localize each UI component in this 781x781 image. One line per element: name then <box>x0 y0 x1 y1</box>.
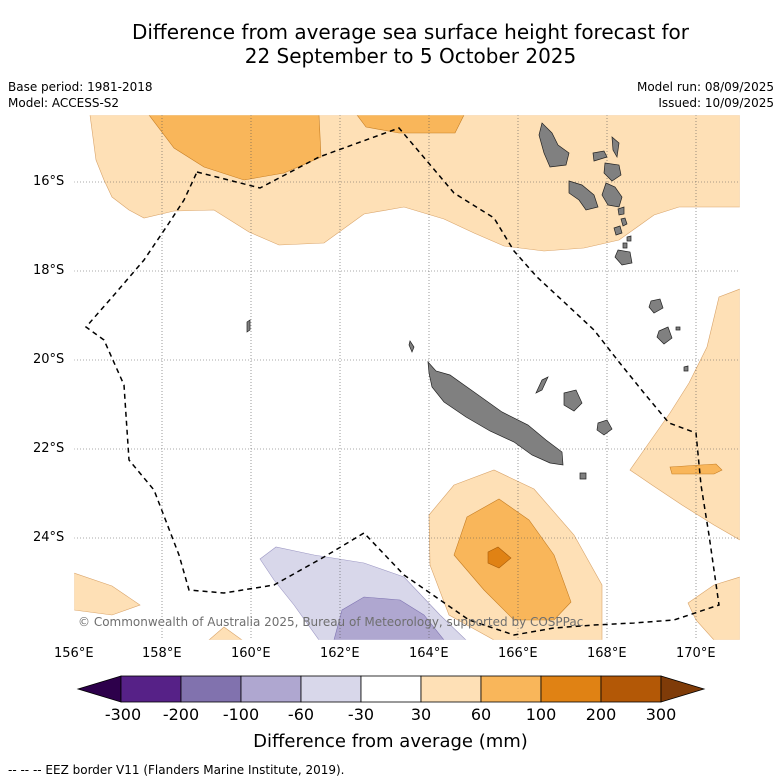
colorbar-tick-neg300: -300 <box>104 705 142 724</box>
lon-label-166e: 166°E <box>498 646 538 661</box>
meta-right: Model run: 08/09/2025 Issued: 10/09/2025 <box>637 79 774 111</box>
loyalty-island-ouvea <box>535 376 549 394</box>
issued-text: Issued: 10/09/2025 <box>658 96 774 110</box>
colorbar-cell <box>600 675 662 703</box>
colorbar-cell <box>480 675 542 703</box>
lon-label-158e: 158°E <box>142 646 182 661</box>
colorbar-tick-100: 100 <box>525 705 557 724</box>
colorbar-cell <box>180 675 242 703</box>
vanuatu-shepherd-islands <box>626 235 632 242</box>
colorbar-tick-neg30: -30 <box>347 705 375 724</box>
lat-label-18s: 18°S <box>33 263 65 278</box>
colorbar-cell <box>360 675 422 703</box>
vanuatu-erromango <box>620 217 628 227</box>
new-caledonia-grande-terre <box>427 360 564 466</box>
title-line-2: 22 September to 5 October 2025 <box>244 44 577 68</box>
anomaly-60-100-north-a <box>148 115 322 181</box>
colorbar-cell <box>540 675 602 703</box>
lon-label-160e: 160°E <box>231 646 271 661</box>
copyright-notice: © Commonwealth of Australia 2025, Bureau… <box>78 615 584 629</box>
colorbar-tick-60: 60 <box>470 705 492 724</box>
matthew-island-a <box>648 298 664 314</box>
colorbar-title: Difference from average (mm) <box>253 731 528 752</box>
colorbar-tick-30: 30 <box>410 705 432 724</box>
hunter-island <box>683 365 689 372</box>
loyalty-island-lifou <box>563 389 583 412</box>
lat-label-20s: 20°S <box>33 352 65 367</box>
eez-border-line <box>84 127 720 636</box>
small-islet-east <box>675 326 681 331</box>
colorbar-tick-neg200: -200 <box>162 705 200 724</box>
negative-anomaly-fills <box>259 546 467 640</box>
vanuatu-espiritu-santo <box>538 122 570 168</box>
isle-of-pines <box>579 472 587 480</box>
title-line-1: Difference from average sea surface heig… <box>131 20 690 44</box>
loyalty-island-mare <box>596 419 613 436</box>
vanuatu-ambrym <box>601 182 623 208</box>
lon-label-162e: 162°E <box>320 646 360 661</box>
anomaly-60-100-north-b <box>356 115 465 134</box>
vanuatu-efate <box>613 225 623 236</box>
colorbar-under-arrow <box>76 675 122 703</box>
meta-left: Base period: 1981-2018 Model: ACCESS-S2 <box>8 79 153 111</box>
positive-anomaly-fills <box>74 115 740 640</box>
belep-islands <box>408 340 415 353</box>
base-period-text: Base period: 1981-2018 <box>8 80 153 94</box>
chesterfield-islet <box>246 319 251 333</box>
anomaly-30-60-southwest <box>74 572 141 616</box>
colorbar-cell <box>120 675 182 703</box>
lat-label-22s: 22°S <box>33 441 65 456</box>
page-title: Difference from average sea surface heig… <box>0 20 781 68</box>
colorbar <box>76 675 706 703</box>
vanuatu-epi <box>617 206 625 216</box>
colorbar-over-arrow <box>660 675 706 703</box>
anomaly-60-100-south <box>453 498 572 621</box>
lat-label-16s: 16°S <box>33 174 65 189</box>
map-panel <box>74 115 740 640</box>
colorbar-cell <box>420 675 482 703</box>
anomaly-30-60-east <box>629 288 740 541</box>
eez-legend-footer: -- -- -- EEZ border V11 (Flanders Marine… <box>8 763 345 777</box>
colorbar-cell <box>300 675 362 703</box>
vanuatu-malo <box>592 150 608 162</box>
vanuatu-pentecost <box>603 162 622 182</box>
colorbar-tick-neg100: -100 <box>222 705 260 724</box>
lon-label-170e: 170°E <box>676 646 716 661</box>
colorbar-tick-300: 300 <box>645 705 677 724</box>
anomaly-100-200-south <box>487 546 512 569</box>
matthew-island-b <box>656 326 673 345</box>
vanuatu-aneityum <box>622 242 628 249</box>
vanuatu-malekula <box>568 180 599 211</box>
model-text: Model: ACCESS-S2 <box>8 96 120 110</box>
colorbar-cells <box>120 675 662 703</box>
anomaly-30-60-south-small <box>208 626 243 640</box>
colorbar-cell <box>240 675 302 703</box>
land-masses <box>246 122 689 480</box>
model-run-text: Model run: 08/09/2025 <box>636 80 774 94</box>
lat-label-24s: 24°S <box>33 530 65 545</box>
vanuatu-ambae <box>611 136 620 159</box>
lon-label-164e: 164°E <box>409 646 449 661</box>
vanuatu-tanna <box>614 249 633 266</box>
colorbar-tick-neg60: -60 <box>287 705 315 724</box>
lon-label-168e: 168°E <box>587 646 627 661</box>
lon-label-156e: 156°E <box>54 646 94 661</box>
anomaly-neg100-neg60 <box>333 596 445 640</box>
colorbar-tick-200: 200 <box>585 705 617 724</box>
